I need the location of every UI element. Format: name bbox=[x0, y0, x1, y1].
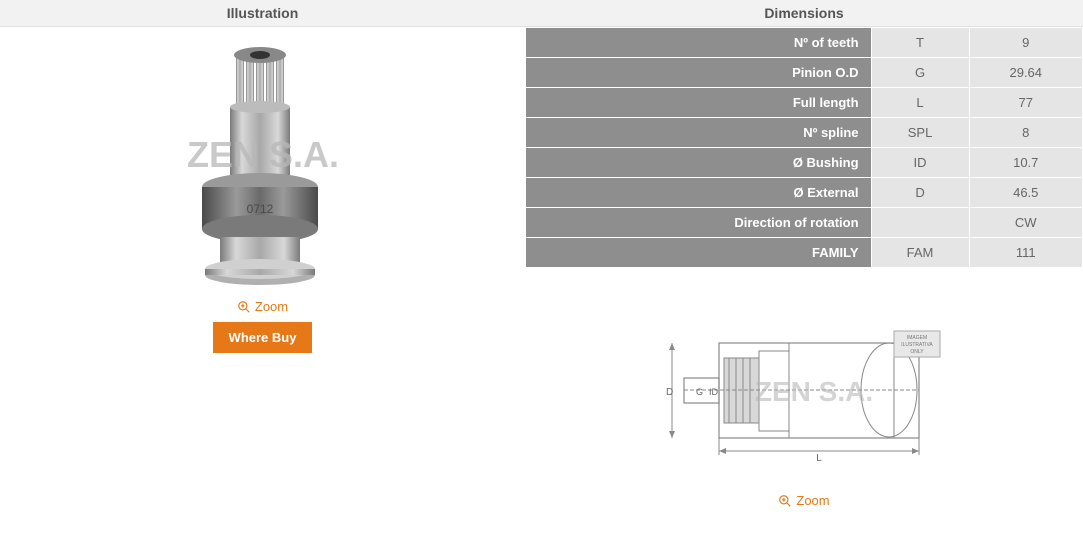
diagram-badge-3: ONLY bbox=[910, 349, 924, 355]
dim-label: Nº of teeth bbox=[526, 28, 872, 58]
diagram-watermark: ZEN S.A. bbox=[755, 376, 873, 407]
dim-label: FAMILY bbox=[526, 238, 872, 268]
zoom-icon bbox=[778, 494, 792, 508]
diagram-label-ID: ID bbox=[709, 387, 719, 397]
dim-symbol: D bbox=[871, 178, 969, 208]
zoom-label: Zoom bbox=[796, 493, 829, 508]
dim-value: 8 bbox=[969, 118, 1082, 148]
dim-symbol: T bbox=[871, 28, 969, 58]
dim-value: 46.5 bbox=[969, 178, 1082, 208]
dim-symbol bbox=[871, 208, 969, 238]
dim-label: Pinion O.D bbox=[526, 58, 872, 88]
dim-value: 9 bbox=[969, 28, 1082, 58]
dim-label: Nº spline bbox=[526, 118, 872, 148]
zoom-link-diagram[interactable]: Zoom bbox=[778, 493, 829, 508]
dim-label: Ø External bbox=[526, 178, 872, 208]
dim-symbol: L bbox=[871, 88, 969, 118]
dim-label: Full length bbox=[526, 88, 872, 118]
diagram-badge-1: IMAGEM bbox=[907, 335, 927, 341]
watermark-text: ZEN S.A. bbox=[186, 134, 338, 175]
dim-symbol: SPL bbox=[871, 118, 969, 148]
zoom-label: Zoom bbox=[255, 299, 288, 314]
dim-value: CW bbox=[969, 208, 1082, 238]
dim-value: 29.64 bbox=[969, 58, 1082, 88]
illustration-header: Illustration bbox=[0, 0, 525, 27]
dim-value: 10.7 bbox=[969, 148, 1082, 178]
diagram-label-L: L bbox=[816, 453, 822, 463]
table-row: Nº splineSPL8 bbox=[526, 118, 1083, 148]
table-row: Ø BushingID10.7 bbox=[526, 148, 1083, 178]
diagram-label-G: G bbox=[696, 387, 703, 397]
dim-symbol: G bbox=[871, 58, 969, 88]
product-code-text: 0712 bbox=[246, 202, 273, 216]
diagram-badge-2: ILUSTRATIVA bbox=[901, 342, 933, 348]
dim-value: 77 bbox=[969, 88, 1082, 118]
dimensions-table: Nº of teethT9Pinion O.DG29.64Full length… bbox=[525, 27, 1083, 268]
table-row: Direction of rotation CW bbox=[526, 208, 1083, 238]
dimensions-header: Dimensions bbox=[525, 0, 1083, 27]
where-buy-button[interactable]: Where Buy bbox=[213, 322, 313, 353]
table-row: Full lengthL77 bbox=[526, 88, 1083, 118]
dim-label: Ø Bushing bbox=[526, 148, 872, 178]
table-row: FAMILYFAM111 bbox=[526, 238, 1083, 268]
zoom-link-illustration[interactable]: Zoom bbox=[237, 299, 288, 314]
product-image: 0712 ZEN S.A. bbox=[148, 37, 378, 295]
dim-label: Direction of rotation bbox=[526, 208, 872, 238]
dimension-diagram: L D G ID IMAGEM ILUSTRATIVA ONLY ZEN S.A… bbox=[664, 323, 944, 463]
dim-value: 111 bbox=[969, 238, 1082, 268]
table-row: Ø ExternalD46.5 bbox=[526, 178, 1083, 208]
zoom-icon bbox=[237, 300, 251, 314]
table-row: Pinion O.DG29.64 bbox=[526, 58, 1083, 88]
diagram-label-D: D bbox=[666, 387, 673, 398]
dim-symbol: ID bbox=[871, 148, 969, 178]
dim-symbol: FAM bbox=[871, 238, 969, 268]
table-row: Nº of teethT9 bbox=[526, 28, 1083, 58]
